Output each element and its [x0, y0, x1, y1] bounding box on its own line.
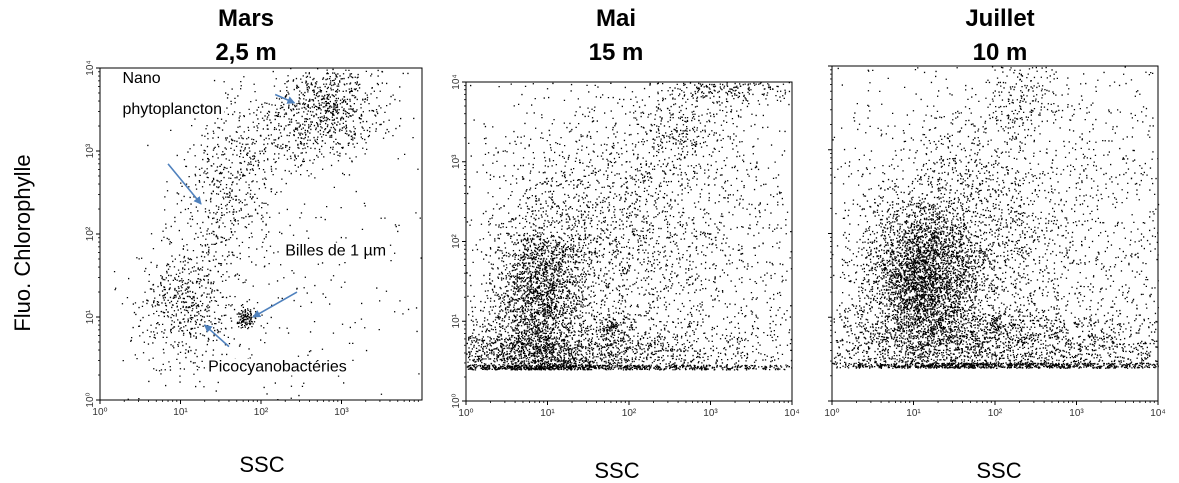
x-axis-label: SSC: [594, 458, 639, 483]
points-upper-cluster: [616, 83, 753, 188]
cluster-main-cluster: [471, 147, 625, 371]
points-upper-cluster: [956, 66, 1097, 153]
y-ticks: [828, 65, 832, 402]
annotation-arrow: [203, 324, 230, 348]
cluster-phycoerythrin-tail: [212, 75, 401, 188]
annotation-arrow: [167, 163, 202, 205]
panel-title-line1: Juillet: [965, 5, 1034, 32]
panel-mai: Mai 15 m 10⁰ 10¹ 10² 10³ 10⁴ 10⁰ 10¹ 10² 10³ 10⁴…: [451, 5, 800, 483]
points-diagonal-band: [466, 84, 789, 366]
data-points: [113, 68, 422, 401]
y-tick-label: 10¹: [451, 313, 462, 328]
x-axis-label: SSC: [976, 458, 1021, 483]
x-tick-label: 10¹: [540, 408, 555, 419]
cluster-floor-band: [466, 294, 792, 371]
panel-title-line2: 2,5 m: [215, 39, 276, 66]
x-tick-label: 10⁴: [784, 408, 799, 419]
points-main-cluster: [839, 134, 1049, 369]
x-tick-label: 10⁰: [824, 408, 839, 419]
points-phycoerythrin-tail: [212, 75, 401, 188]
x-tick-label: 10¹: [906, 408, 921, 419]
y-tick-label: 10³: [451, 154, 462, 169]
y-tick-label: 10⁴: [451, 74, 462, 89]
y-ticks: 10⁰ 10¹ 10² 10³ 10⁴: [451, 74, 466, 409]
cluster-upper-cluster: [616, 83, 753, 188]
x-tick-label: 10¹: [173, 407, 188, 418]
x-ticks: 10⁰ 10¹ 10² 10³ 10⁴: [458, 401, 800, 419]
x-ticks: 10⁰ 10¹ 10² 10³: [92, 400, 419, 418]
x-tick-label: 10⁴: [1150, 408, 1165, 419]
panel-mars: Mars 2,5 m 10⁰ 10¹ 10² 10³ 10⁰10¹10²10³10⁴ …: [85, 5, 423, 477]
points-main-cluster: [471, 147, 625, 371]
x-ticks: 10⁰ 10¹ 10² 10³ 10⁴: [824, 401, 1166, 419]
y-tick-label: 10²: [85, 226, 96, 241]
cluster-main-cluster: [839, 134, 1049, 369]
x-tick-label: 10⁰: [458, 408, 473, 419]
points-phycoerythrin-cluster: [243, 68, 415, 193]
y-tick-label: 10⁰: [451, 393, 462, 408]
cluster-upper-cluster: [956, 66, 1097, 153]
y-ticks: 10⁰ 10¹ 10² 10³ 10⁴: [85, 60, 100, 408]
x-tick-label: 10²: [622, 408, 637, 419]
cluster-diagonal-band: [836, 69, 1126, 367]
cluster-diagonal-band: [466, 84, 789, 366]
y-tick-label: 10¹: [85, 309, 96, 324]
points-floor-band: [466, 294, 792, 371]
annotation-label: Billes de 1 µm: [285, 243, 386, 260]
y-tick-label: 10³: [85, 143, 96, 158]
points-beads: [236, 307, 263, 330]
panel-title-line1: Mai: [596, 5, 636, 32]
cluster-beads: [236, 307, 263, 330]
x-tick-label: 10³: [703, 408, 718, 419]
annotation-label: phytoplancton: [122, 101, 222, 118]
annotation-arrow: [274, 93, 296, 104]
y-axis-label: Fluo. Chlorophylle: [10, 154, 35, 331]
cluster-beads: [986, 314, 1003, 340]
annotations: Nano phytoplancton Billes de 1 µm Picocyano…: [120, 69, 389, 376]
cluster-nano-bridge: [165, 92, 253, 332]
cluster-beads: [599, 311, 622, 342]
points-diagonal-band: [836, 69, 1126, 367]
y-tick-label: 10⁰: [85, 392, 96, 407]
x-tick-label: 10³: [1069, 408, 1084, 419]
x-tick-label: 10²: [254, 407, 269, 418]
points-beads: [986, 314, 1003, 340]
annotation-arrow: [252, 291, 298, 318]
points-nano-bridge: [165, 92, 253, 332]
x-tick-label: 10⁰: [92, 407, 107, 418]
data-points: [832, 66, 1160, 369]
panel-title-line1: Mars: [218, 5, 274, 32]
annotation-label: Nano: [122, 70, 160, 87]
panel-title-line2: 15 m: [589, 39, 644, 66]
x-axis-label: SSC: [239, 452, 284, 477]
y-tick-label: 10⁴: [85, 60, 96, 75]
x-tick-label: 10²: [988, 408, 1003, 419]
annotation-label: Picocyanobactéries: [208, 359, 347, 376]
panel-juillet: Juillet 10 m 10⁰ 10¹ 10² 10³ 10⁴ SSC: [824, 5, 1165, 483]
annotation-arrows: [167, 93, 298, 348]
cluster-phycoerythrin-cluster: [243, 68, 415, 193]
points-beads: [599, 311, 622, 342]
y-tick-label: 10²: [451, 234, 462, 249]
x-tick-label: 10³: [334, 407, 349, 418]
data-points: [466, 82, 793, 371]
panel-title-line2: 10 m: [973, 39, 1028, 66]
